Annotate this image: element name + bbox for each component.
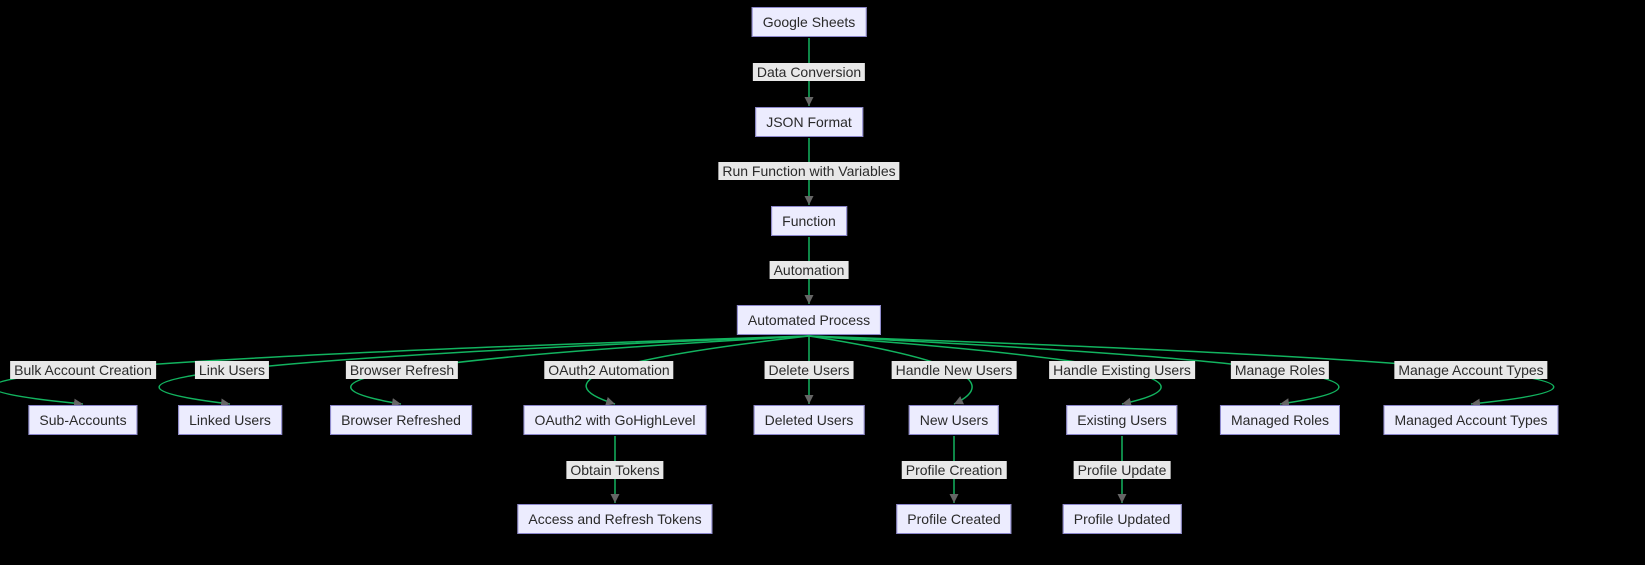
diagram-node: Sub-Accounts xyxy=(28,405,137,435)
diagram-edge-label: Obtain Tokens xyxy=(566,461,663,479)
diagram-node: JSON Format xyxy=(755,107,863,137)
diagram-node: Browser Refreshed xyxy=(330,405,472,435)
diagram-node: New Users xyxy=(909,405,999,435)
diagram-edges-layer xyxy=(0,0,1645,565)
diagram-edge-label: Browser Refresh xyxy=(346,361,458,379)
diagram-edge-label: Automation xyxy=(770,261,849,279)
diagram-node: Access and Refresh Tokens xyxy=(517,504,712,534)
diagram-node: Google Sheets xyxy=(752,7,867,37)
diagram-node: Deleted Users xyxy=(754,405,865,435)
diagram-node: Profile Created xyxy=(896,504,1011,534)
diagram-edge-label: Profile Update xyxy=(1074,461,1171,479)
diagram-node: Automated Process xyxy=(737,305,881,335)
diagram-edge-label: Data Conversion xyxy=(753,63,865,81)
diagram-edge-label: Manage Account Types xyxy=(1394,361,1547,379)
diagram-edge-label: Run Function with Variables xyxy=(718,162,899,180)
diagram-node: Profile Updated xyxy=(1063,504,1182,534)
diagram-edge-label: OAuth2 Automation xyxy=(544,361,673,379)
diagram-edge-label: Handle New Users xyxy=(892,361,1017,379)
diagram-edge-label: Manage Roles xyxy=(1231,361,1329,379)
diagram-edge-label: Bulk Account Creation xyxy=(10,361,156,379)
diagram-edge-label: Link Users xyxy=(195,361,269,379)
diagram-node: Existing Users xyxy=(1066,405,1177,435)
diagram-edge-label: Delete Users xyxy=(765,361,854,379)
diagram-node: Function xyxy=(771,206,847,236)
diagram-node: Linked Users xyxy=(178,405,282,435)
diagram-node: Managed Account Types xyxy=(1383,405,1558,435)
diagram-node: OAuth2 with GoHighLevel xyxy=(523,405,706,435)
diagram-canvas: Data Conversion Run Function with Variabl… xyxy=(0,0,1645,565)
diagram-node: Managed Roles xyxy=(1220,405,1340,435)
diagram-edge-label: Handle Existing Users xyxy=(1049,361,1195,379)
diagram-edge-label: Profile Creation xyxy=(902,461,1007,479)
